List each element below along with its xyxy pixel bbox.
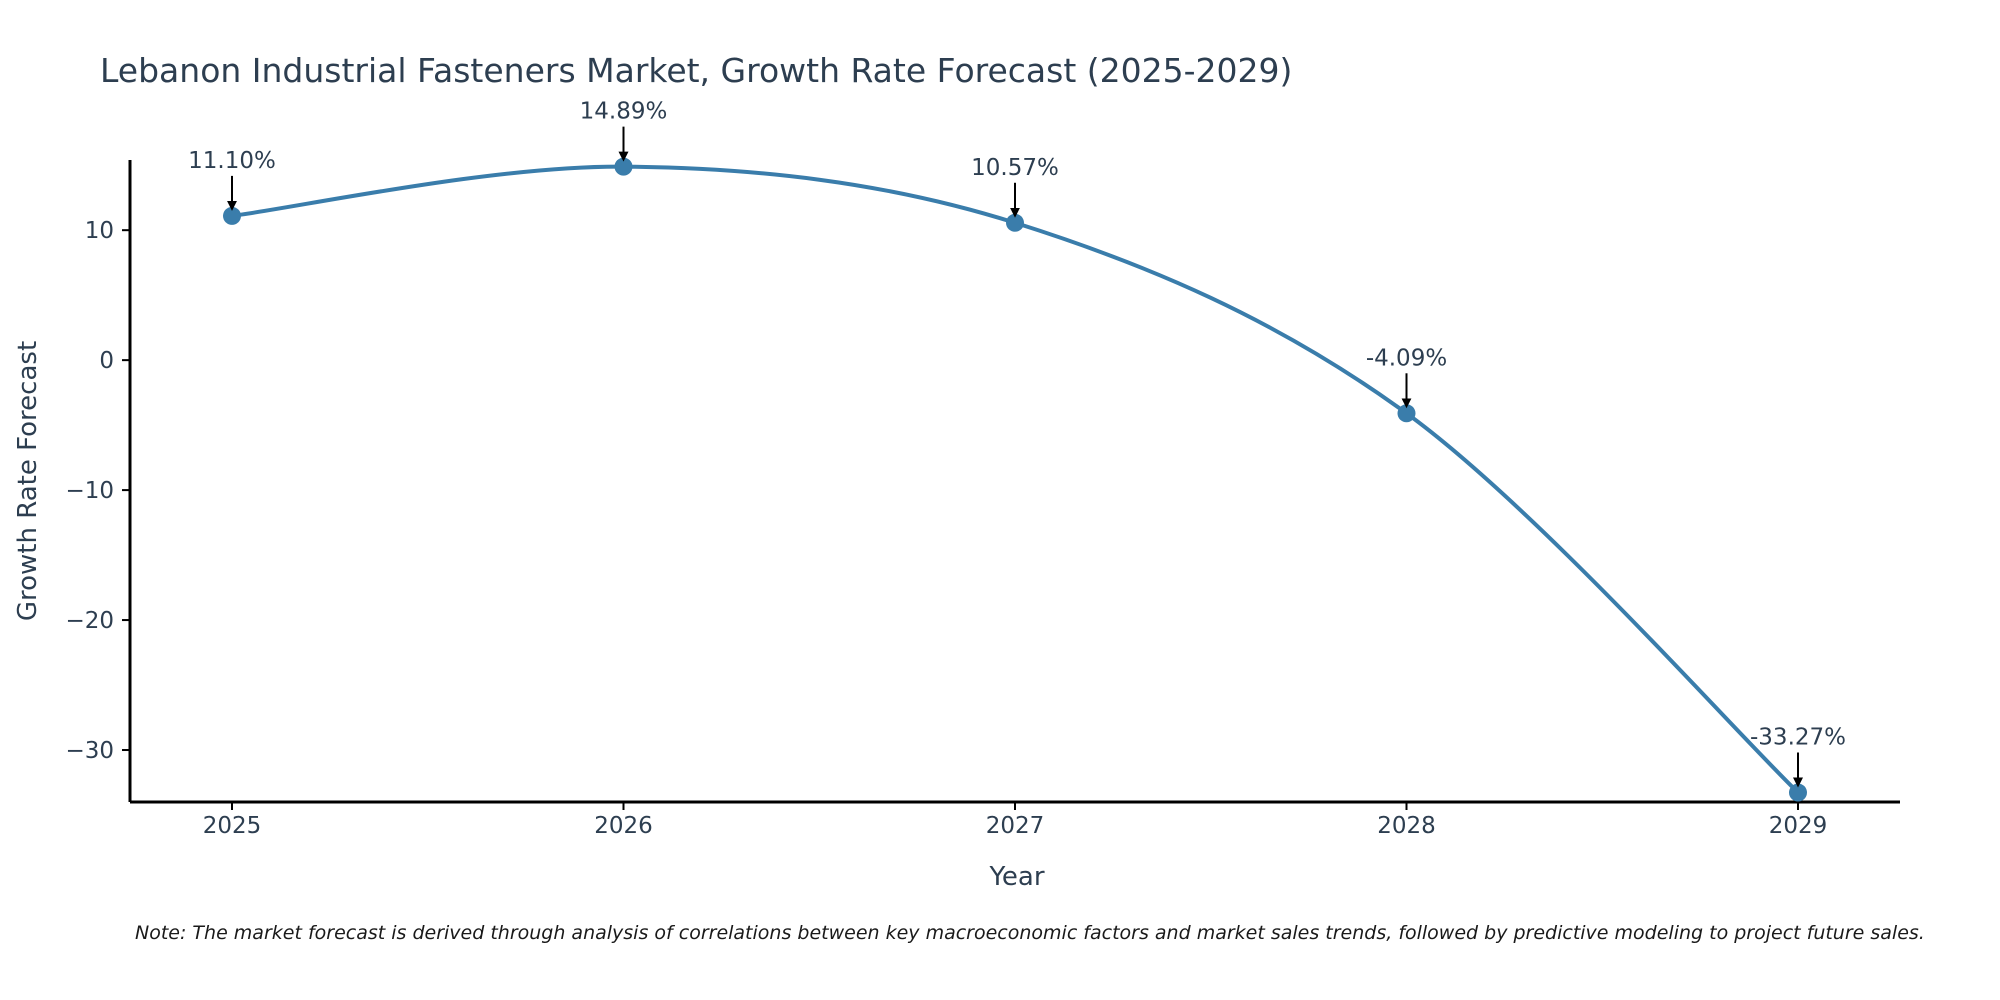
data-label: 10.57% [971, 155, 1059, 181]
y-tick-label: −30 [65, 738, 114, 764]
y-tick-label: 10 [85, 218, 114, 244]
x-tick-label: 2025 [203, 813, 262, 839]
data-label: 11.10% [188, 148, 276, 174]
y-axis-ticks: 10 0 −10 −20 −30 [65, 218, 130, 764]
chart-title: Lebanon Industrial Fasteners Market, Gro… [100, 51, 1292, 90]
y-tick-label: 0 [99, 348, 114, 374]
x-axis-ticks: 2025 2026 2027 2028 2029 [203, 802, 1828, 839]
x-tick-label: 2028 [1377, 813, 1436, 839]
x-tick-label: 2026 [594, 813, 653, 839]
data-points [223, 157, 1807, 802]
footnote: Note: The market forecast is derived thr… [135, 922, 1925, 944]
data-label: -33.27% [1750, 725, 1846, 751]
data-point[interactable] [1006, 213, 1024, 232]
data-point[interactable] [1397, 404, 1416, 423]
x-tick-label: 2027 [986, 813, 1045, 839]
data-label: 14.89% [580, 99, 668, 125]
growth-series-line [231, 164, 1800, 794]
data-point[interactable] [223, 206, 241, 225]
y-tick-label: −10 [65, 478, 114, 504]
x-axis-label: Year [988, 862, 1044, 892]
data-label: -4.09% [1366, 345, 1447, 371]
x-tick-label: 2029 [1769, 813, 1828, 839]
y-tick-label: −20 [65, 608, 114, 634]
data-point[interactable] [1789, 783, 1807, 802]
data-annotations: 11.10% 14.89% 10.57% -4.09% -33.27% [188, 99, 1846, 788]
data-point[interactable] [614, 157, 633, 176]
y-axis-label: Growth Rate Forecast [13, 341, 43, 621]
